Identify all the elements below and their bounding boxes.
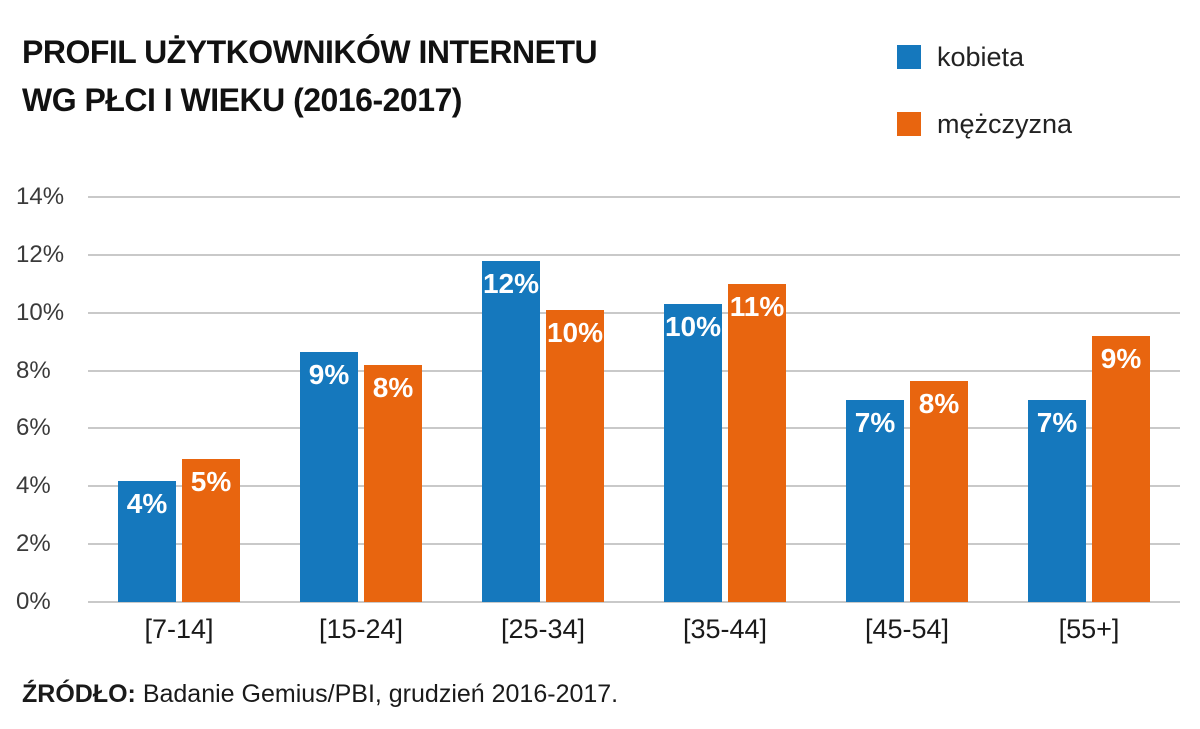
y-tick-2: 2% (16, 530, 51, 558)
x-tick-0: [7-14] (144, 614, 214, 644)
bar-mężczyzna-3: 11% (728, 283, 786, 602)
chart-title-line1: PROFIL UŻYTKOWNIKÓW INTERNETU (22, 34, 598, 70)
bar-value-label-kobieta-2: 12% (482, 267, 540, 299)
x-tick-5: [55+] (1058, 614, 1120, 644)
bar-value-label-kobieta-4: 7% (854, 406, 896, 438)
bar-group-4: 7% 8% (816, 197, 998, 602)
x-axis-labels: [7-14] [15-24] [25-34] [35-44] [45-54] [55+] (88, 614, 1180, 650)
gridline-0 (88, 601, 1180, 603)
y-tick-4: 4% (16, 472, 51, 500)
bar-mężczyzna-0: 5% (182, 458, 240, 602)
legend-swatch-kobieta (897, 45, 921, 69)
bar-kobieta-5: 7% (1028, 399, 1086, 602)
gridline-6 (88, 427, 1180, 430)
gridline-2 (88, 543, 1180, 546)
bar-group-5: 7% 9% (998, 197, 1180, 602)
legend: kobieta mężczyzna (897, 42, 1072, 176)
legend-label-kobieta: kobieta (937, 41, 1025, 72)
bar-kobieta-4: 7% (846, 399, 904, 602)
bar-value-label-kobieta-1: 9% (308, 358, 350, 390)
y-tick-8: 8% (16, 356, 51, 384)
legend-item-kobieta: kobieta (897, 42, 1072, 72)
bar-value-label-mężczyzna-1: 8% (372, 371, 414, 403)
bar-value-label-mężczyzna-4: 8% (918, 387, 960, 419)
bar-group-3: 10% 11% (634, 197, 816, 602)
bar-group-2: 12% 10% (452, 197, 634, 602)
bar-group-0: 4% 5% (88, 197, 270, 602)
y-axis-labels: 0% 2% 4% 6% 8% 10% 12% 14% (16, 183, 78, 615)
bar-mężczyzna-4: 8% (910, 380, 968, 602)
bar-value-label-mężczyzna-0: 5% (190, 465, 232, 497)
gridline-4 (88, 485, 1180, 488)
y-tick-10: 10% (16, 298, 65, 326)
bar-mężczyzna-1: 8% (364, 364, 422, 602)
bar-group-1: 9% 8% (270, 197, 452, 602)
x-tick-2: [25-34] (500, 614, 586, 644)
source-text: Badanie Gemius/PBI, grudzień 2016-2017. (135, 680, 619, 708)
y-tick-14: 14% (16, 183, 65, 210)
y-tick-12: 12% (16, 240, 65, 268)
x-tick-3: [35-44] (682, 614, 768, 644)
bar-mężczyzna-5: 9% (1092, 335, 1150, 602)
chart-title-line2: WG PŁCI I WIEKU (2016-2017) (22, 82, 462, 118)
bar-value-label-mężczyzna-3: 11% (729, 290, 785, 322)
legend-item-mezczyzna: mężczyzna (897, 109, 1072, 139)
chart-title: PROFIL UŻYTKOWNIKÓW INTERNETU WG PŁCI I … (22, 28, 598, 124)
bar-kobieta-2: 12% (482, 260, 540, 602)
gridline-12 (88, 253, 1180, 256)
gridline-14 (88, 196, 1180, 198)
x-tick-1: [15-24] (318, 614, 404, 644)
plot-area: 4% 5% 9% 8% 12% 10% 10% 11% 7% 8% 7% 9% (88, 196, 1180, 603)
x-tick-4: [45-54] (864, 614, 950, 644)
y-tick-6: 6% (16, 414, 51, 442)
source-note: ŹRÓDŁO: Badanie Gemius/PBI, grudzień 201… (22, 680, 618, 709)
gridline-8 (88, 369, 1180, 372)
bar-kobieta-0: 4% (118, 480, 176, 602)
bar-value-label-mężczyzna-2: 10% (546, 316, 604, 348)
gridline-10 (88, 311, 1180, 314)
legend-swatch-mezczyzna (897, 112, 921, 136)
bar-mężczyzna-2: 10% (546, 309, 604, 602)
legend-label-mezczyzna: mężczyzna (937, 108, 1073, 139)
y-tick-0: 0% (16, 588, 51, 615)
bar-value-label-kobieta-3: 10% (664, 311, 722, 343)
bar-value-label-kobieta-0: 4% (126, 487, 168, 519)
source-label: ŹRÓDŁO: (22, 680, 136, 708)
bar-value-label-kobieta-5: 7% (1036, 406, 1078, 438)
bar-kobieta-1: 9% (300, 351, 358, 602)
bar-value-label-mężczyzna-5: 9% (1100, 342, 1142, 374)
bar-kobieta-3: 10% (664, 304, 722, 602)
